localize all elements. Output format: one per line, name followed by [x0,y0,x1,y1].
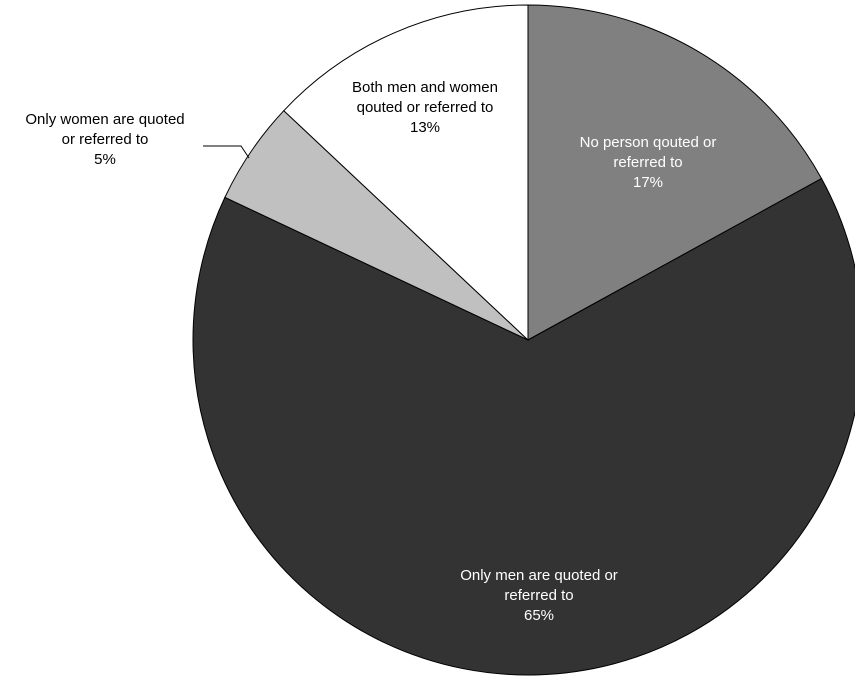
pie-slice-only-men [192,177,855,676]
slice-value: 17% [632,174,664,191]
slice-label-no-person: No person qouted or referred to 17% [580,133,717,193]
slice-label-line: Only women are quoted [25,111,185,128]
slice-label-only-women: Only women are quoted or referred to 5% [25,110,184,170]
slice-value: 5% [94,151,116,168]
pie-slice-both [283,4,529,342]
slice-label-line: Both men and women [352,79,498,96]
slice-label-line: referred to [613,154,683,171]
slice-label-line: No person qouted or [579,134,717,151]
slice-value: 65% [523,607,555,624]
slice-label-line: or referred to [61,131,149,148]
slice-label-line: referred to [504,587,574,604]
slice-label-only-men: Only men are quoted or referred to 65% [460,566,618,626]
slice-label-both: Both men and women qouted or referred to… [352,78,498,138]
slice-value: 13% [409,119,441,136]
slice-label-line: Only men are quoted or [460,567,618,584]
slice-label-line: qouted or referred to [356,99,494,116]
pie-slice-no-person [527,4,823,341]
leader-line-only-women [203,145,250,159]
